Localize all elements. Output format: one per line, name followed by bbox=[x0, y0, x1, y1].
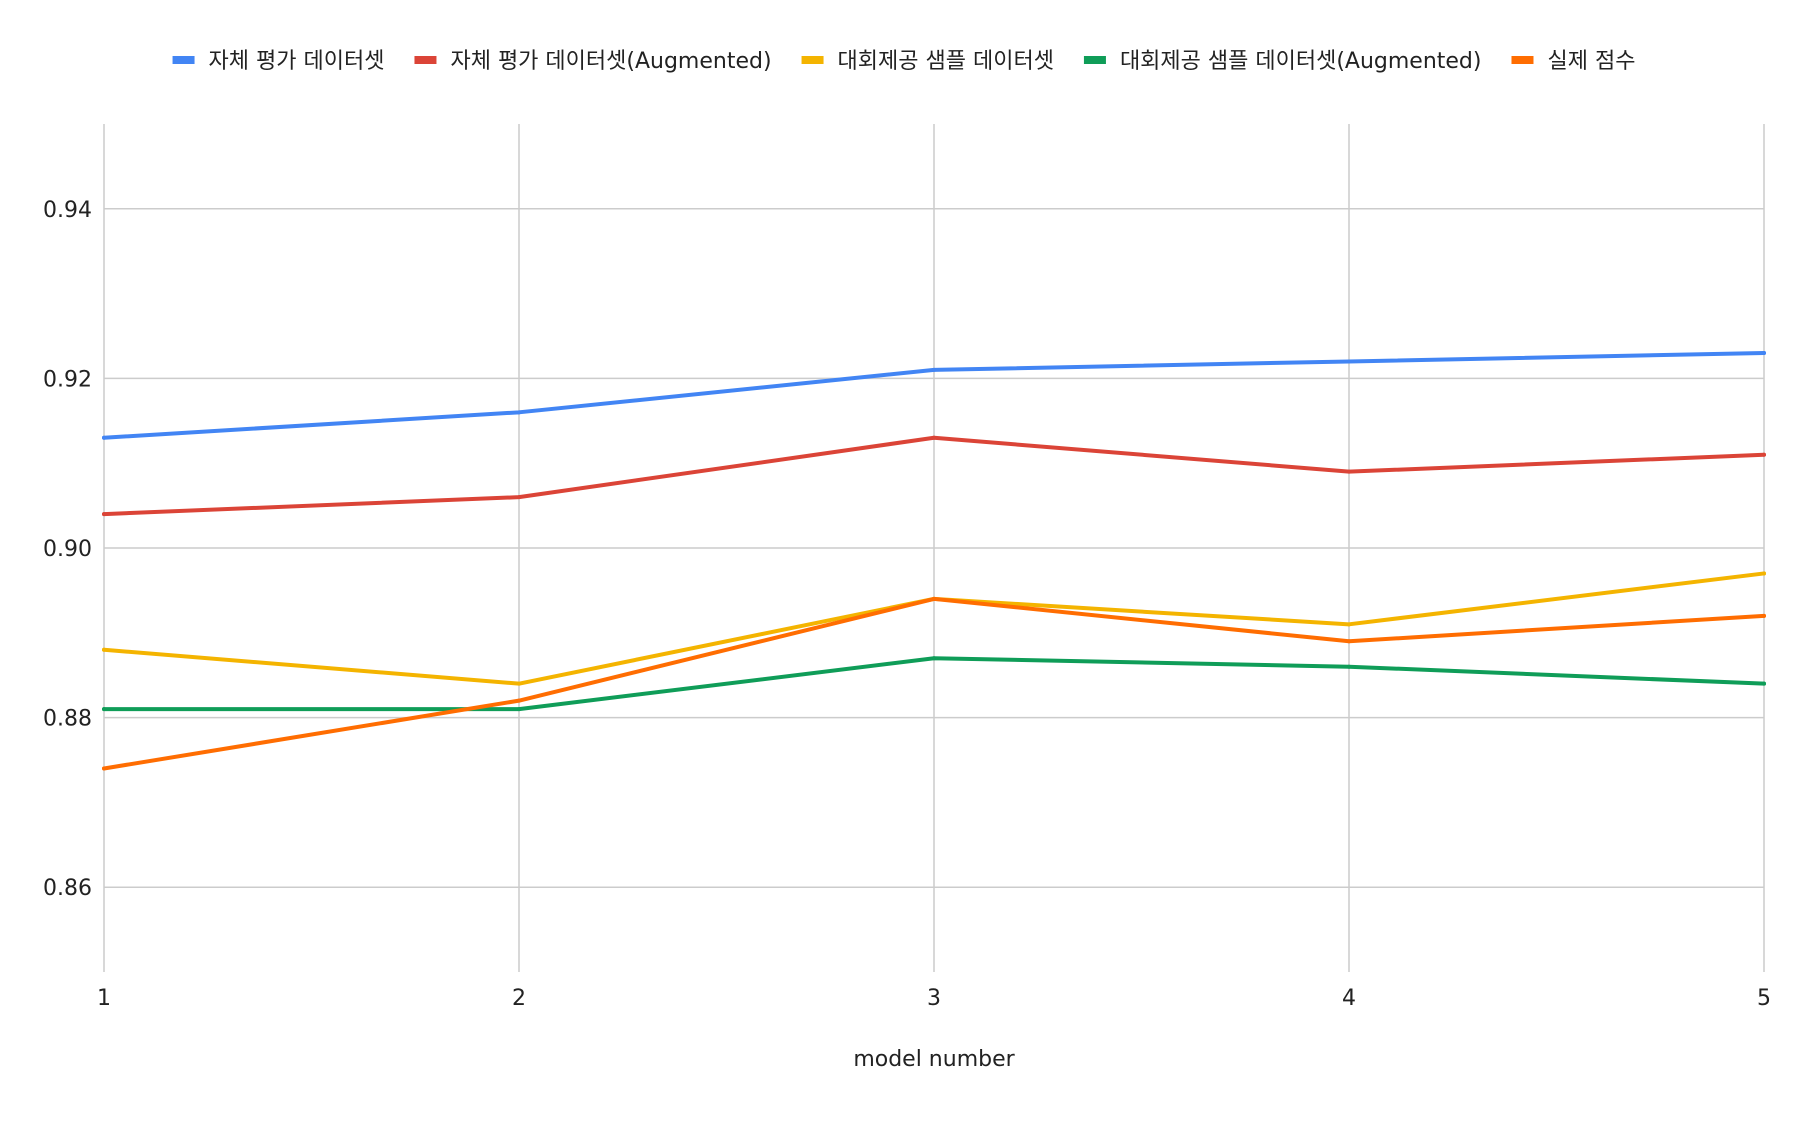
data-point bbox=[102, 512, 106, 517]
series-2 bbox=[102, 435, 1766, 517]
legend-label: 자체 평가 데이터셋 bbox=[209, 49, 385, 74]
data-point bbox=[517, 681, 521, 686]
x-tick-label: 1 bbox=[97, 986, 111, 1011]
legend-label: 대회제공 샘플 데이터셋(Augmented) bbox=[1120, 49, 1482, 74]
data-point bbox=[932, 367, 936, 372]
data-point bbox=[517, 707, 521, 712]
legend-swatch bbox=[172, 56, 195, 64]
legend-label: 자체 평가 데이터셋(Augmented) bbox=[450, 49, 771, 74]
y-tick-label: 0.94 bbox=[43, 198, 92, 223]
data-point bbox=[1762, 681, 1766, 686]
series-5 bbox=[102, 596, 1766, 771]
data-point bbox=[932, 596, 936, 601]
data-point bbox=[102, 647, 106, 652]
legend-swatch bbox=[801, 56, 824, 64]
x-tick-label: 2 bbox=[512, 986, 526, 1011]
data-point bbox=[517, 410, 521, 415]
legend-item: 대회제공 샘플 데이터셋 bbox=[801, 49, 1054, 74]
data-point bbox=[1347, 359, 1351, 364]
legend-swatch bbox=[414, 56, 437, 64]
y-tick-label: 0.92 bbox=[43, 367, 92, 392]
legend-item: 실제 점수 bbox=[1511, 49, 1635, 74]
series-4 bbox=[102, 656, 1766, 712]
series-lines bbox=[102, 350, 1766, 771]
y-axis-ticks: 0.86 0.88 0.90 0.92 0.94 bbox=[43, 198, 92, 901]
data-point bbox=[932, 435, 936, 440]
x-axis-ticks: 1 2 3 4 5 bbox=[97, 986, 1771, 1011]
data-point bbox=[1347, 664, 1351, 669]
legend-item: 대회제공 샘플 데이터셋(Augmented) bbox=[1083, 49, 1482, 74]
data-point bbox=[1762, 613, 1766, 618]
data-point bbox=[1762, 452, 1766, 457]
data-point bbox=[1762, 571, 1766, 576]
y-tick-label: 0.88 bbox=[43, 707, 92, 732]
series-1 bbox=[102, 350, 1766, 440]
gridlines bbox=[103, 124, 1765, 972]
y-tick-label: 0.90 bbox=[43, 537, 92, 562]
data-point bbox=[102, 435, 106, 440]
data-point bbox=[1762, 350, 1766, 355]
data-point bbox=[517, 495, 521, 500]
legend-label: 대회제공 샘플 데이터셋 bbox=[838, 49, 1054, 74]
legend-item: 자체 평가 데이터셋 bbox=[172, 49, 385, 74]
data-point bbox=[517, 698, 521, 703]
legend-item: 자체 평가 데이터셋(Augmented) bbox=[414, 49, 772, 74]
x-tick-label: 4 bbox=[1342, 986, 1356, 1011]
data-point bbox=[932, 656, 936, 661]
y-tick-label: 0.86 bbox=[43, 876, 92, 901]
data-point bbox=[1347, 622, 1351, 627]
x-tick-label: 3 bbox=[927, 986, 941, 1011]
data-point bbox=[1347, 639, 1351, 644]
data-point bbox=[1347, 469, 1351, 474]
legend-swatch bbox=[1511, 56, 1534, 64]
x-tick-label: 5 bbox=[1757, 986, 1771, 1011]
legend-swatch bbox=[1083, 56, 1106, 64]
legend: 자체 평가 데이터셋 자체 평가 데이터셋(Augmented) 대회제공 샘플 데… bbox=[172, 49, 1635, 74]
x-axis-title: model number bbox=[853, 1047, 1015, 1072]
data-point bbox=[102, 707, 106, 712]
legend-label: 실제 점수 bbox=[1547, 49, 1635, 74]
data-point bbox=[102, 766, 106, 771]
